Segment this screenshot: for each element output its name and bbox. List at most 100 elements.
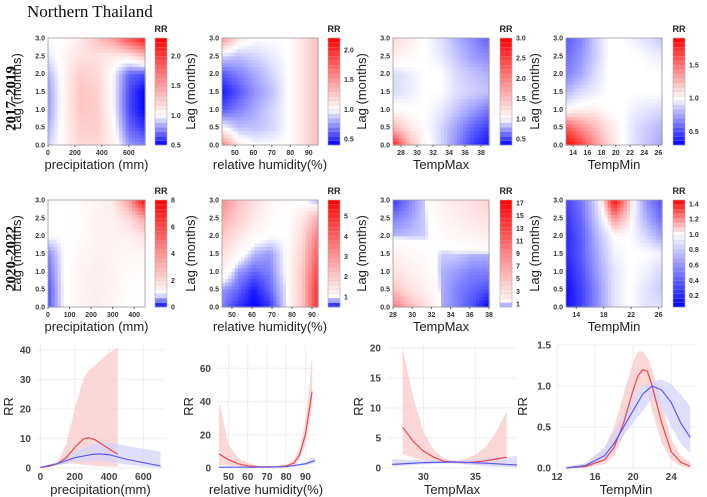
contour-cell <box>64 267 68 272</box>
contour-cell <box>119 66 123 71</box>
contour-cell <box>70 203 75 208</box>
contour-cell <box>125 217 130 222</box>
contour-cell <box>418 137 423 143</box>
contour-cell <box>102 137 107 143</box>
contour-cell <box>598 38 602 43</box>
contour-cell <box>93 267 98 272</box>
contour-cell <box>598 98 602 103</box>
contour-cell <box>415 62 420 68</box>
contour-cell <box>614 123 618 128</box>
contour-cell <box>282 80 287 85</box>
contour-cell <box>626 38 631 43</box>
contour-cell <box>314 120 319 125</box>
contour-cell <box>460 102 464 107</box>
contour-cell <box>77 221 81 226</box>
contour-cell <box>93 282 98 287</box>
contour-cell <box>109 221 114 226</box>
contour-cell <box>594 80 599 85</box>
contour-cell <box>112 66 117 71</box>
contour-cell <box>54 116 59 121</box>
contour-cell <box>479 80 484 85</box>
contour-cell <box>276 105 281 110</box>
contour-cell <box>460 95 464 100</box>
contour-cell <box>399 84 404 89</box>
contour-cell <box>604 120 609 125</box>
contour-cell <box>77 102 81 107</box>
contour-cell <box>588 112 593 118</box>
contour-cell <box>96 62 101 68</box>
contour-cell <box>102 84 107 89</box>
contour-cell <box>102 52 107 57</box>
contour-cell <box>282 77 287 82</box>
contour-cell <box>238 282 242 287</box>
contour-cell <box>479 84 484 89</box>
y-tick-label: 2.0 <box>380 71 390 78</box>
contour-cell <box>642 77 647 82</box>
contour-cell <box>649 87 653 93</box>
contour-cell <box>604 98 609 103</box>
contour-cell <box>135 59 140 64</box>
contour-cell <box>48 246 52 251</box>
contour-cell <box>582 91 586 96</box>
contour-cell <box>222 232 226 237</box>
contour-cell <box>54 278 59 283</box>
contour-cell <box>642 123 647 128</box>
colorbar-segment <box>154 51 168 57</box>
contour-cell <box>73 200 78 205</box>
contour-cell <box>585 87 589 93</box>
contour-cell <box>633 77 637 82</box>
contour-cell <box>112 102 117 107</box>
contour-cell <box>222 73 226 78</box>
contour-cell <box>67 130 72 135</box>
contour-cell <box>591 48 596 53</box>
colorbar-title: RR <box>673 24 686 34</box>
contour-cell <box>601 120 605 125</box>
contour-cell <box>655 80 660 85</box>
contour-cell <box>93 70 98 75</box>
x-tick-label: 14 <box>569 150 577 157</box>
contour-cell <box>244 137 249 143</box>
contour-cell <box>112 112 117 118</box>
y-tick-label: 0.0 <box>35 143 45 150</box>
contour-cell <box>266 77 271 82</box>
contour-cell <box>421 73 426 78</box>
contour-cell <box>399 112 404 118</box>
contour-cell <box>636 120 641 125</box>
contour-cell <box>138 80 143 85</box>
contour-cell <box>658 84 663 89</box>
contour-cell <box>115 289 120 294</box>
contour-cell <box>485 120 490 125</box>
contour-cell <box>138 91 143 96</box>
contour-cell <box>655 66 660 71</box>
x-tick-label: 24 <box>640 150 648 157</box>
contour-cell <box>106 80 111 85</box>
contour-cell <box>141 38 146 43</box>
contour-cell <box>569 77 573 82</box>
contour-cell <box>80 271 85 276</box>
contour-cell <box>135 253 140 258</box>
y-tick-label: 0.0 <box>553 143 563 150</box>
contour-cell <box>247 130 252 135</box>
contour-cell <box>48 80 52 85</box>
contour-cell <box>630 80 634 85</box>
contour-cell <box>466 73 471 78</box>
contour-cell <box>83 217 88 222</box>
contour-cell <box>77 84 81 89</box>
contour-cell <box>222 203 226 208</box>
contour-cell <box>630 95 634 100</box>
contour-cell <box>585 80 589 85</box>
contour-cell <box>598 55 602 60</box>
contour-cell <box>241 214 245 219</box>
contour-cell <box>314 41 319 46</box>
contour-cell <box>54 296 59 301</box>
x-axis-title: precipitation (mm) <box>44 157 148 172</box>
contour-cell <box>60 123 65 128</box>
contour-cell <box>286 41 290 46</box>
contour-cell <box>138 87 143 93</box>
contour-cell <box>591 55 596 60</box>
contour-cell <box>569 95 573 100</box>
contour-cell <box>222 292 226 297</box>
contour-cell <box>119 217 123 222</box>
contour-cell <box>234 217 239 222</box>
colorbar-segment <box>672 95 686 101</box>
